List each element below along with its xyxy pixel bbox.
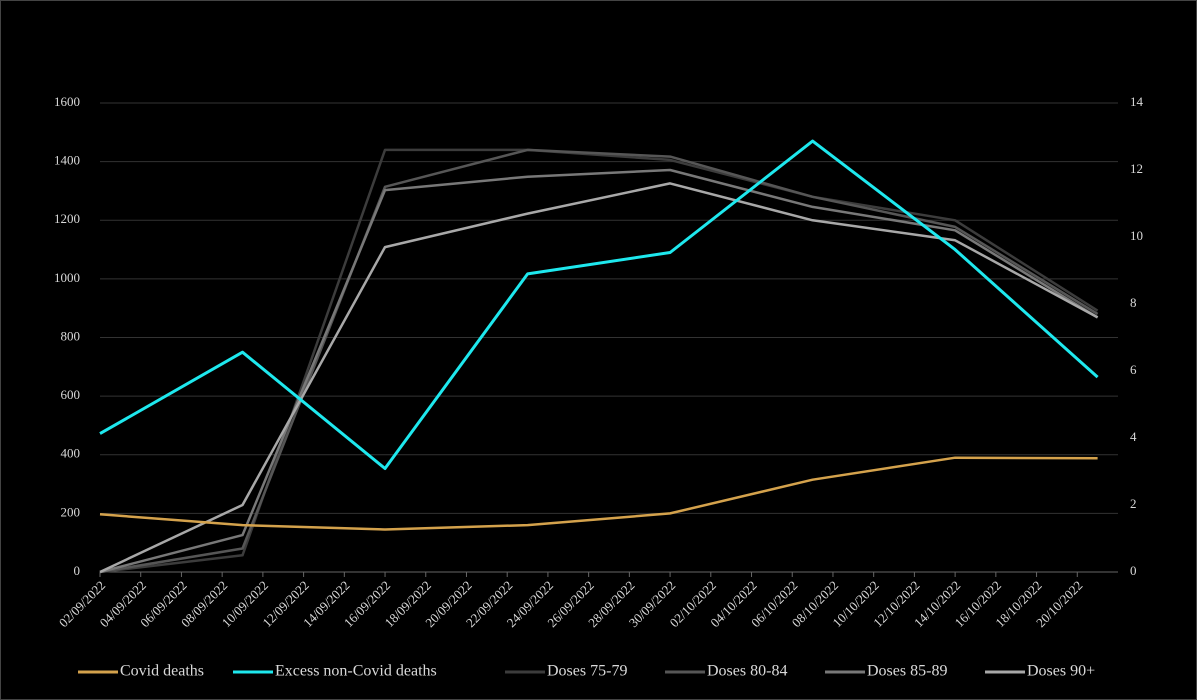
y-tick-label: 1600 (54, 94, 80, 109)
y2-tick-label: 14 (1130, 94, 1144, 109)
series-line (99, 456, 1098, 531)
y2-tick-label: 4 (1130, 429, 1137, 444)
y-tick-label: 1000 (54, 270, 80, 285)
legend-label: Covid deaths (120, 663, 204, 680)
series-line (99, 168, 1099, 574)
y2-tick-label: 8 (1130, 295, 1137, 310)
y2-tick-label: 6 (1130, 362, 1137, 377)
series-line (99, 182, 1099, 574)
series-line (99, 139, 1099, 470)
y-tick-label: 1400 (54, 153, 80, 168)
legend-label: Excess non-Covid deaths (275, 663, 437, 680)
y2-tick-label: 12 (1130, 161, 1143, 176)
y2-tick-label: 10 (1130, 228, 1143, 243)
y-tick-label: 0 (74, 563, 81, 578)
y2-tick-label: 2 (1130, 496, 1137, 511)
y-tick-label: 200 (61, 504, 81, 519)
legend-label: Doses 85-89 (867, 663, 947, 680)
legend-label: Doses 80-84 (707, 663, 787, 680)
y-tick-label: 800 (61, 328, 81, 343)
series-line (99, 148, 1099, 574)
y-tick-label: 400 (61, 446, 81, 461)
legend-label: Doses 90+ (1027, 663, 1095, 680)
y-tick-label: 600 (61, 387, 81, 402)
y2-tick-label: 0 (1130, 563, 1137, 578)
legend-label: Doses 75-79 (547, 663, 627, 680)
y-tick-label: 1200 (54, 211, 80, 226)
legend: Covid deaths Excess non-Covid deaths Doses… (78, 663, 1095, 680)
